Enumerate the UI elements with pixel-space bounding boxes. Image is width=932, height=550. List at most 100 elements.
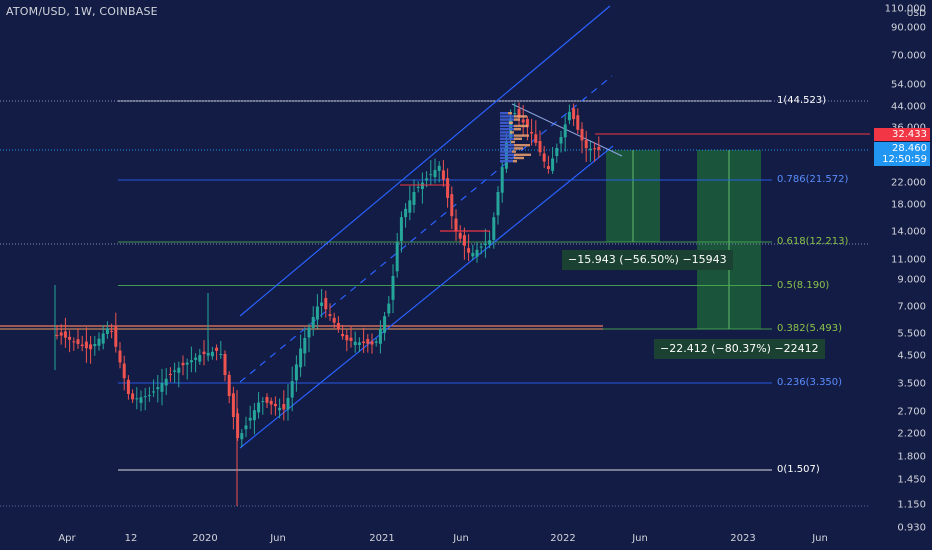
candle-body	[441, 170, 445, 180]
candle-body	[227, 374, 231, 396]
candle-body	[126, 379, 130, 394]
candle-body	[202, 351, 206, 354]
candle-body	[366, 338, 370, 344]
volume-profile-down	[514, 124, 528, 128]
volume-profile-up	[500, 112, 508, 115]
candle-body	[231, 393, 235, 417]
candle-body	[147, 395, 151, 397]
candle-body	[181, 362, 185, 366]
candle-body	[454, 218, 458, 232]
candle-body	[110, 330, 114, 332]
candle-body	[387, 303, 391, 314]
channel-median	[239, 75, 613, 383]
channel-upper	[239, 5, 611, 317]
candle-body	[248, 417, 252, 421]
volume-profile-up	[500, 124, 514, 128]
y-tick-label: 1.800	[897, 451, 926, 463]
candle-body	[59, 332, 63, 336]
y-tick-label: 11.000	[891, 254, 926, 266]
candle-body	[517, 108, 521, 118]
candle-body	[479, 246, 483, 248]
candle-body	[597, 146, 601, 150]
candle-body	[362, 341, 366, 344]
candle-body	[97, 338, 101, 346]
candle-body	[416, 186, 420, 188]
volume-profile-up	[500, 115, 514, 118]
candle-body	[89, 344, 93, 350]
volume-profile-down	[512, 150, 516, 153]
volume-profile-up	[500, 156, 514, 160]
candle-body	[311, 317, 315, 329]
candle-body	[513, 113, 517, 115]
candle-body	[194, 357, 198, 360]
candle-body	[143, 396, 147, 398]
candle-body	[534, 134, 538, 143]
candle-body	[542, 153, 546, 162]
volume-profile-down	[509, 121, 513, 124]
volume-profile-up	[500, 153, 514, 156]
x-tick-label: Jun	[453, 533, 469, 544]
candle-body	[189, 360, 193, 363]
candle-body	[265, 396, 269, 403]
candle-body	[135, 398, 139, 400]
y-tick-label: 2.200	[897, 428, 926, 440]
candle-body	[551, 158, 555, 171]
candle-body	[509, 118, 513, 138]
volume-profile-up	[500, 147, 514, 150]
y-tick-label: 110.000	[884, 3, 926, 15]
candle-body	[290, 381, 294, 398]
candle-body	[483, 243, 487, 246]
fib-level-label: 1(44.523)	[777, 95, 827, 106]
volume-profile-up	[500, 144, 514, 147]
candle-body	[80, 344, 84, 347]
candle-body	[525, 119, 529, 128]
candle-body	[257, 402, 261, 413]
candle-body	[404, 208, 408, 218]
volume-profile-up	[500, 128, 514, 131]
candle-body	[399, 217, 403, 241]
candle-body	[576, 115, 580, 130]
candle-body	[299, 348, 303, 368]
x-tick-label: Apr	[58, 533, 76, 544]
volume-profile-down	[511, 140, 515, 144]
volume-profile-down	[513, 160, 517, 163]
candle-body	[328, 314, 332, 316]
candle-body	[437, 165, 441, 171]
candle-body	[521, 119, 525, 123]
y-tick-label: 18.000	[891, 199, 926, 211]
candle-body	[324, 298, 328, 310]
candle-body	[261, 401, 265, 403]
symbol-title[interactable]: ATOM/USD, 1W, COINBASE	[6, 5, 158, 18]
candle-body	[223, 353, 227, 375]
candle-body	[336, 322, 340, 330]
candle-body	[244, 425, 248, 430]
candle-body	[198, 355, 202, 362]
fib-level-label: 0.236(3.350)	[777, 376, 843, 388]
x-tick-label: Jun	[812, 533, 828, 544]
candle-body	[462, 235, 466, 246]
candle-body	[68, 336, 72, 340]
candle-body	[412, 192, 416, 205]
candle-body	[320, 302, 324, 306]
candle-body	[492, 217, 496, 240]
y-tick-label: 70.000	[891, 50, 926, 62]
volume-profile-up	[500, 160, 513, 163]
y-tick-label: 5.500	[897, 328, 926, 340]
candle-body	[76, 339, 80, 344]
candle-body	[63, 331, 67, 338]
y-tick-label: 1.150	[897, 499, 926, 511]
candle-body	[500, 167, 504, 193]
candle-body	[219, 354, 223, 355]
volume-profile-up	[500, 137, 514, 140]
candle-body	[282, 404, 286, 410]
candle-body	[429, 174, 433, 176]
candle-body	[177, 367, 181, 373]
candle-body	[538, 140, 542, 153]
candle-body	[357, 342, 361, 346]
candle-body	[173, 370, 177, 372]
candle-body	[471, 252, 475, 257]
candle-body	[446, 178, 450, 198]
candle-body	[546, 166, 550, 169]
